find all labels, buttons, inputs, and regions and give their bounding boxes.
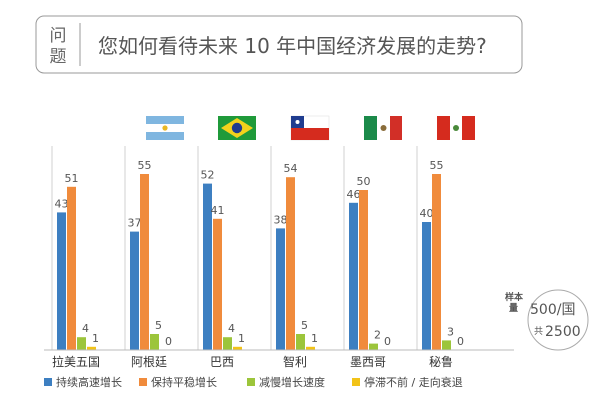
bar-rapid xyxy=(130,231,139,350)
value-label: 1 xyxy=(92,332,99,345)
legend-label: 保持平稳增长 xyxy=(151,375,217,389)
bar-rapid xyxy=(422,222,431,350)
bar-rapid xyxy=(203,183,212,350)
sample-label-bottom: 量 xyxy=(509,302,518,314)
value-label: 43 xyxy=(55,197,69,210)
sample-count-line1: 500/国 xyxy=(530,302,575,318)
brazil-flag xyxy=(218,116,256,140)
value-label: 0 xyxy=(457,335,464,348)
bar-slow xyxy=(369,343,378,350)
value-label: 51 xyxy=(65,172,79,185)
question-label-line2: 题 xyxy=(50,47,67,67)
value-label: 5 xyxy=(301,319,308,332)
value-label: 46 xyxy=(347,188,361,201)
bar-steady xyxy=(140,174,149,350)
legend-label: 停滞不前 / 走向衰退 xyxy=(364,375,463,389)
sample-count-total: 2500 xyxy=(545,324,581,340)
bar-steady xyxy=(359,190,368,350)
value-label: 1 xyxy=(311,332,318,345)
value-label: 0 xyxy=(384,335,391,348)
value-label: 4 xyxy=(82,322,89,335)
question-header: 问 题 您如何看待未来 10 年中国经济发展的走势? xyxy=(35,15,523,74)
bar-steady xyxy=(432,174,441,350)
bar-stagnant xyxy=(306,346,315,350)
bar-steady xyxy=(213,218,222,350)
bar-rapid xyxy=(57,212,66,350)
peru-flag xyxy=(437,116,475,140)
value-label: 55 xyxy=(138,159,152,172)
question-text: 您如何看待未来 10 年中国经济发展的走势? xyxy=(98,34,487,58)
value-label: 41 xyxy=(211,204,225,217)
value-label: 55 xyxy=(430,159,444,172)
question-box xyxy=(35,15,523,74)
bar-slow xyxy=(223,337,232,350)
value-label: 54 xyxy=(284,162,298,175)
legend-swatch xyxy=(247,378,255,386)
category-label: 巴西 xyxy=(210,355,234,369)
bar-slow xyxy=(77,337,86,350)
value-label: 4 xyxy=(228,322,235,335)
value-label: 40 xyxy=(420,207,434,220)
legend-label: 减慢增长速度 xyxy=(259,375,325,389)
sample-circle xyxy=(527,289,589,351)
value-label: 52 xyxy=(201,169,215,182)
value-label: 0 xyxy=(165,335,172,348)
legend-item-stagnant: 停滞不前 / 走向衰退 xyxy=(352,375,463,389)
legend-item-rapid: 持续高速增长 xyxy=(44,375,122,389)
sample-label-top: 样本 xyxy=(505,291,524,303)
category-label: 秘鲁 xyxy=(429,355,453,369)
category-label: 墨西哥 xyxy=(350,355,386,369)
value-label: 38 xyxy=(274,213,288,226)
bar-slow xyxy=(442,340,451,350)
category-label: 智利 xyxy=(283,354,307,369)
sample-size-badge: 样本 量 500/国 共 2500 xyxy=(505,289,589,351)
bar-steady xyxy=(286,177,295,350)
question-label-line1: 问 xyxy=(50,26,67,46)
legend-label: 持续高速增长 xyxy=(56,375,122,389)
value-label: 2 xyxy=(374,329,381,342)
argentina-flag xyxy=(146,116,184,140)
bar-steady xyxy=(67,186,76,350)
category-label: 拉美五国 xyxy=(52,354,100,369)
category-label: 阿根廷 xyxy=(131,355,167,369)
bar-rapid xyxy=(349,202,358,350)
bar-slow xyxy=(150,334,159,350)
legend-swatch xyxy=(352,378,360,386)
value-label: 3 xyxy=(447,325,454,338)
legend-swatch xyxy=(139,378,147,386)
legend-item-slow: 减慢增长速度 xyxy=(247,375,325,389)
bar-slow xyxy=(296,334,305,350)
legend-item-steady: 保持平稳增长 xyxy=(139,375,217,389)
legend-swatch xyxy=(44,378,52,386)
value-label: 37 xyxy=(128,217,142,230)
legend: 持续高速增长 保持平稳增长 减慢增长速度 停滞不前 / 走向衰退 xyxy=(44,375,463,389)
sample-count-prefix: 共 xyxy=(534,326,543,337)
value-label: 50 xyxy=(357,175,371,188)
bar-stagnant xyxy=(87,346,96,350)
mexico-flag xyxy=(364,116,402,140)
category-labels: 拉美五国 阿根廷 巴西 智利 墨西哥 秘鲁 xyxy=(52,354,453,369)
bar-stagnant xyxy=(233,346,242,350)
chile-flag xyxy=(290,115,330,141)
value-label: 1 xyxy=(238,332,245,345)
value-label: 5 xyxy=(155,319,162,332)
bar-rapid xyxy=(276,228,285,350)
